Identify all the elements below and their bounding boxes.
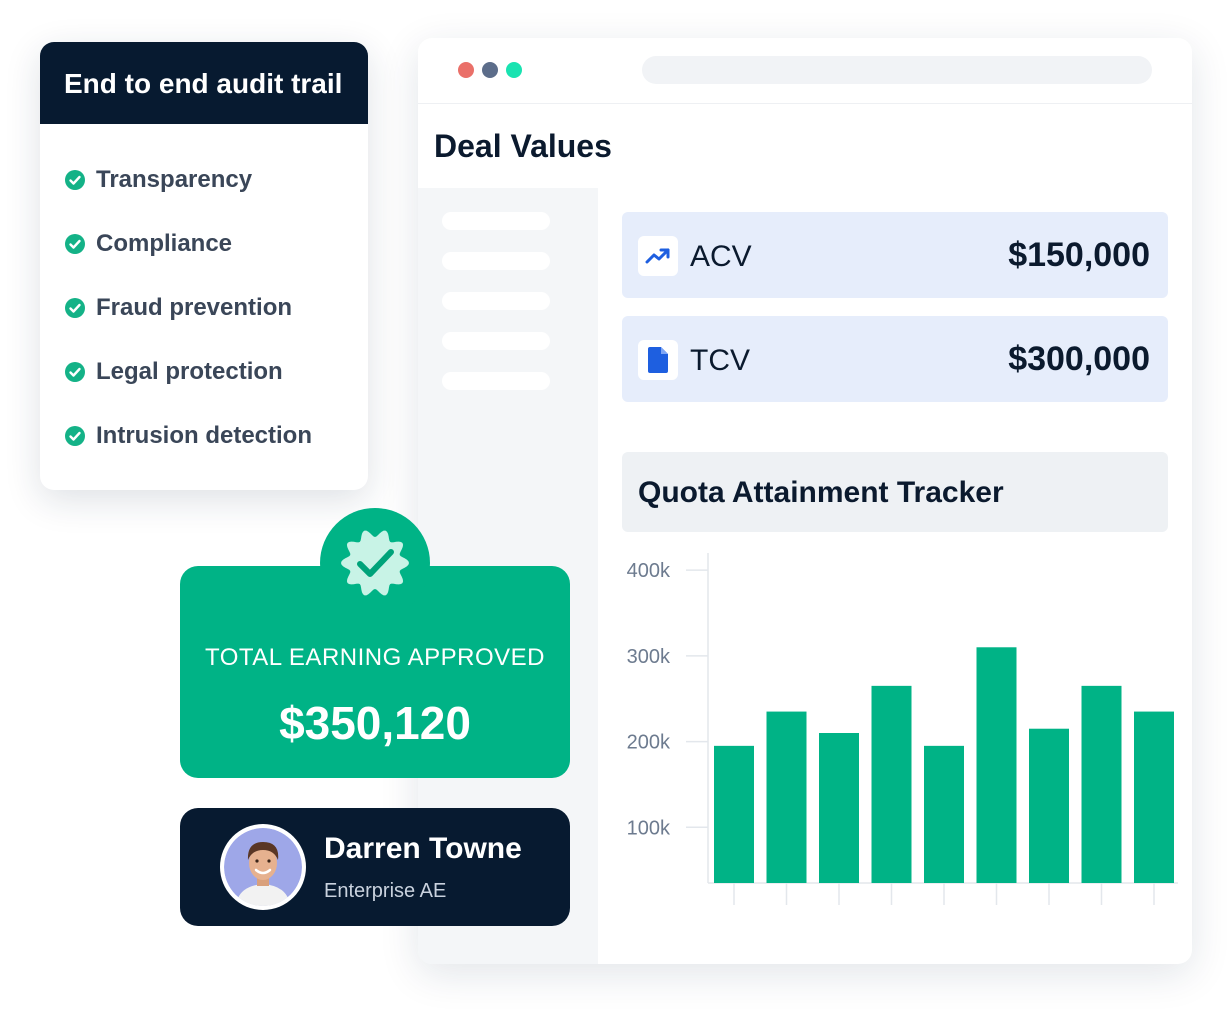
sidebar-placeholder-item[interactable] — [442, 372, 550, 390]
address-bar[interactable] — [642, 56, 1152, 84]
audit-item-intrusion-detection: Intrusion detection — [64, 422, 312, 450]
profile-role: Enterprise AE — [324, 880, 447, 902]
audit-item-label: Compliance — [96, 230, 233, 257]
audit-item-legal-protection: Legal protection — [64, 358, 283, 386]
bar-apr[interactable] — [871, 685, 912, 883]
bar-feb[interactable] — [766, 711, 807, 883]
check-circle-icon — [65, 170, 85, 190]
y-tick-label: 400k — [627, 560, 671, 582]
bar-may[interactable] — [924, 745, 964, 883]
profile-card: Darren Towne Enterprise AE — [180, 808, 570, 926]
audit-item-label: Transparency — [96, 166, 253, 193]
total-earning-label: TOTAL EARNING APPROVED — [205, 644, 545, 671]
y-tick-label: 300k — [627, 646, 671, 668]
tcv-card: TCV $300,000 — [622, 316, 1168, 402]
window-close-dot[interactable] — [458, 62, 474, 78]
window-titlebar — [418, 38, 1192, 104]
check-circle-icon — [65, 234, 85, 254]
quota-tracker-header: Quota Attainment Tracker — [622, 452, 1168, 532]
audit-item-label: Intrusion detection — [96, 422, 312, 449]
audit-item-compliance: Compliance — [64, 230, 232, 258]
bar-sep[interactable] — [1134, 711, 1174, 883]
bar-jul[interactable] — [1029, 728, 1069, 883]
verified-badge-icon — [320, 508, 430, 618]
document-icon — [638, 340, 678, 380]
page-title: Deal Values — [434, 128, 612, 164]
acv-value: $150,000 — [1008, 236, 1150, 274]
tcv-label: TCV — [690, 344, 750, 377]
audit-trail-title: End to end audit trail — [64, 68, 343, 99]
audit-item-label: Legal protection — [96, 358, 283, 385]
total-earning-value: $350,120 — [279, 697, 471, 749]
audit-trail-card: End to end audit trail Transparency Comp… — [40, 42, 368, 490]
audit-item-fraud-prevention: Fraud prevention — [64, 294, 292, 322]
bar-aug[interactable] — [1081, 685, 1122, 883]
check-circle-icon — [65, 426, 85, 446]
tcv-value: $300,000 — [1008, 340, 1150, 378]
trending-up-icon — [638, 236, 678, 276]
acv-label: ACV — [690, 240, 752, 273]
sidebar-placeholder-item[interactable] — [442, 332, 550, 350]
quota-tracker-title: Quota Attainment Tracker — [638, 476, 1004, 509]
bar-jan[interactable] — [714, 745, 754, 883]
audit-trail-header: End to end audit trail — [40, 42, 368, 124]
window-maximize-dot[interactable] — [506, 62, 522, 78]
audit-item-label: Fraud prevention — [96, 294, 293, 321]
sidebar-placeholder-item[interactable] — [442, 292, 550, 310]
avatar[interactable] — [220, 824, 306, 910]
audit-item-transparency: Transparency — [64, 166, 252, 194]
sidebar-placeholder-item[interactable] — [442, 212, 550, 230]
profile-name: Darren Towne — [324, 832, 522, 865]
window-minimize-dot[interactable] — [482, 62, 498, 78]
y-tick-label: 200k — [627, 732, 671, 754]
acv-card: ACV $150,000 — [622, 212, 1168, 298]
y-tick-label: 100k — [627, 817, 671, 839]
bar-mar[interactable] — [819, 733, 859, 883]
check-circle-icon — [65, 362, 85, 382]
check-circle-icon — [65, 298, 85, 318]
bar-jun[interactable] — [976, 647, 1017, 883]
sidebar-placeholder-item[interactable] — [442, 252, 550, 270]
